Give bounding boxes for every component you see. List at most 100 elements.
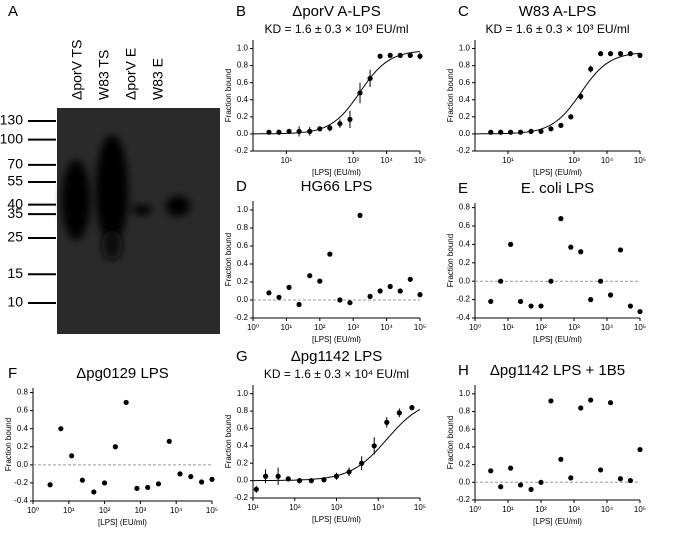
y-tick-label: 0.8 bbox=[459, 203, 471, 212]
chart-title: HG66 LPS bbox=[301, 178, 373, 195]
data-point bbox=[296, 301, 302, 308]
x-tick-label: 10⁰ bbox=[469, 505, 481, 514]
x-tick-label: 10⁰ bbox=[27, 506, 39, 515]
data-point bbox=[357, 90, 363, 96]
x-tick-label: 10⁴ bbox=[372, 503, 385, 512]
y-tick-label: -0.2 bbox=[456, 295, 470, 304]
chart-title: E. coli LPS bbox=[521, 180, 594, 197]
fit-curve bbox=[253, 51, 421, 135]
y-tick-label: 0.0 bbox=[237, 476, 249, 485]
data-point bbox=[387, 52, 393, 58]
data-point bbox=[538, 479, 544, 485]
data-point bbox=[528, 486, 534, 492]
panel-label: F bbox=[8, 365, 17, 382]
lane-label: ΔporV E bbox=[123, 48, 139, 100]
y-tick-label: 0.8 bbox=[17, 388, 29, 397]
data-point bbox=[508, 241, 514, 247]
x-tick-label: 10¹ bbox=[281, 156, 293, 165]
y-tick-label: 0.4 bbox=[17, 424, 29, 433]
data-point bbox=[588, 297, 594, 303]
x-tick-label: 10¹ bbox=[281, 323, 293, 332]
y-axis-title: Fraction bound bbox=[224, 69, 233, 122]
marker-label: 55 bbox=[7, 173, 23, 189]
y-tick-label: 0.6 bbox=[237, 241, 249, 250]
x-tick-label: 10⁵ bbox=[634, 323, 646, 332]
y-tick-label: 0.0 bbox=[459, 129, 471, 138]
data-point bbox=[548, 126, 554, 132]
data-point bbox=[407, 52, 413, 58]
y-tick-label: -0.2 bbox=[234, 493, 248, 502]
x-axis-title: [LPS] (EU/ml) bbox=[533, 335, 582, 344]
y-tick-label: -0.4 bbox=[456, 313, 470, 322]
y-axis-title: Fraction bound bbox=[4, 418, 13, 471]
data-point bbox=[188, 473, 194, 480]
data-point bbox=[517, 298, 524, 305]
data-point bbox=[155, 481, 162, 487]
marker-label: 130 bbox=[0, 112, 23, 128]
data-point bbox=[538, 128, 544, 134]
data-point bbox=[417, 292, 423, 298]
data-point bbox=[134, 485, 140, 491]
y-tick-label: 0.0 bbox=[17, 460, 29, 469]
x-tick-label: 10⁵ bbox=[414, 156, 426, 165]
y-tick-label: 0.6 bbox=[459, 78, 471, 87]
data-point bbox=[637, 308, 643, 315]
data-point bbox=[286, 284, 292, 290]
y-tick-label: 0.0 bbox=[237, 295, 249, 304]
data-point bbox=[508, 129, 514, 135]
x-axis-title: [LPS] (EU/ml) bbox=[533, 517, 582, 526]
y-axis-title: Fraction bound bbox=[446, 69, 455, 122]
x-tick-label: 10³ bbox=[331, 503, 343, 512]
data-point bbox=[276, 294, 282, 300]
y-tick-label: 0.4 bbox=[237, 259, 249, 268]
data-point bbox=[637, 52, 643, 58]
data-point bbox=[558, 456, 564, 462]
data-point bbox=[407, 276, 413, 282]
data-point bbox=[102, 480, 108, 486]
y-tick-label: 0.8 bbox=[459, 61, 471, 70]
x-tick-label: 10³ bbox=[568, 156, 580, 165]
y-tick-label: 0.8 bbox=[237, 406, 249, 415]
x-tick-label: 10³ bbox=[568, 505, 580, 514]
lane-label: ΔporV TS bbox=[69, 40, 85, 100]
x-tick-label: 10⁵ bbox=[634, 505, 646, 514]
data-point bbox=[371, 443, 377, 449]
y-tick-label: -0.2 bbox=[456, 495, 470, 504]
marker-label: 35 bbox=[7, 205, 23, 221]
x-tick-label: 10³ bbox=[347, 323, 359, 332]
panel-label: B bbox=[236, 3, 246, 20]
data-point bbox=[617, 476, 624, 482]
data-point bbox=[359, 460, 365, 466]
data-point bbox=[568, 475, 574, 481]
marker-label: 40 bbox=[7, 195, 23, 211]
data-point bbox=[409, 405, 415, 411]
data-point bbox=[327, 251, 333, 257]
y-axis-title: Fraction bound bbox=[224, 415, 233, 468]
panel-label: C bbox=[458, 3, 469, 20]
lane-label: W83 E bbox=[150, 58, 166, 100]
data-point bbox=[617, 247, 624, 253]
marker-label: 10 bbox=[7, 294, 23, 310]
y-tick-label: 0.2 bbox=[459, 460, 471, 469]
data-point bbox=[377, 53, 383, 59]
panel-label: H bbox=[458, 362, 469, 379]
data-point bbox=[588, 397, 594, 403]
data-point bbox=[558, 216, 564, 222]
x-tick-label: 10⁵ bbox=[414, 503, 426, 512]
panel-label: E bbox=[458, 180, 468, 197]
data-point bbox=[47, 482, 53, 488]
data-point bbox=[387, 283, 393, 290]
marker-label: 15 bbox=[7, 265, 23, 281]
data-point bbox=[198, 479, 205, 485]
y-tick-label: -0.2 bbox=[234, 146, 248, 155]
y-tick-label: 1.0 bbox=[237, 44, 249, 53]
lane-label: W83 TS bbox=[96, 50, 112, 100]
data-point bbox=[123, 399, 129, 406]
data-point bbox=[508, 465, 514, 471]
data-point bbox=[275, 473, 281, 479]
marker-label: 25 bbox=[7, 229, 23, 245]
y-axis-title: Fraction bound bbox=[446, 234, 455, 287]
y-tick-label: 0.8 bbox=[237, 61, 249, 70]
x-tick-label: 10⁴ bbox=[601, 156, 614, 165]
